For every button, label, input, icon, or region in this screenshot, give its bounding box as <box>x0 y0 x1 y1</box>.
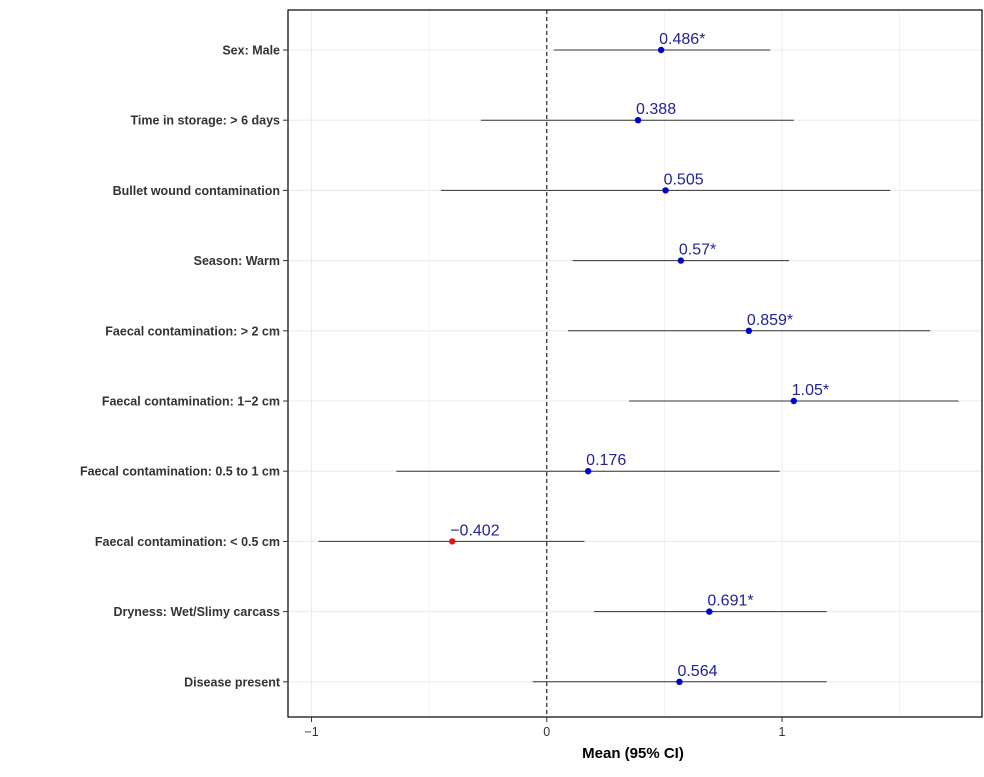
mean-point <box>584 468 592 475</box>
mean-points <box>449 46 797 685</box>
mean-point <box>657 46 665 54</box>
panel-border <box>287 9 983 718</box>
x-tick-label: 0 <box>543 725 550 739</box>
y-tick-label: Dryness: Wet/Slimy carcass <box>113 605 280 619</box>
x-tick-label: 1 <box>779 725 786 739</box>
mean-point <box>676 678 683 685</box>
y-tick-label: Time in storage: > 6 days <box>131 114 281 128</box>
value-labels: 0.486* 0.388 0.505 0.57* 0.859* 1.05* 0.176 −0.… <box>450 31 829 680</box>
mean-point <box>634 117 642 124</box>
y-tick-label: Faecal contamination: > 2 cm <box>105 324 280 338</box>
value-label: 0.505 <box>664 171 704 188</box>
y-tick-label: Faecal contamination: 1−2 cm <box>102 395 280 409</box>
y-tick-label: Disease present <box>184 675 281 689</box>
y-tick-label: Sex: Male <box>222 44 280 58</box>
value-label: −0.402 <box>450 522 499 539</box>
value-label: 0.691* <box>707 593 753 610</box>
y-tick-label: Faecal contamination: 0.5 to 1 cm <box>80 465 280 479</box>
value-label: 0.388 <box>636 101 676 118</box>
value-label: 0.486* <box>659 31 705 48</box>
mean-point <box>449 538 456 545</box>
value-label: 0.859* <box>747 312 793 329</box>
value-label: 1.05* <box>792 382 829 399</box>
y-tick-label: Season: Warm <box>194 254 280 268</box>
y-tick-label: Faecal contamination: < 0.5 cm <box>95 535 280 549</box>
mean-point <box>677 257 685 264</box>
mean-point <box>790 397 797 405</box>
y-tick-label: Bullet wound contamination <box>113 184 280 198</box>
y-axis: Sex: Male Time in storage: > 6 days Bullet… <box>80 44 288 689</box>
x-axis: −1 0 1 <box>304 717 786 739</box>
x-tick-label: −1 <box>304 725 318 739</box>
value-label: 0.564 <box>677 663 717 680</box>
mean-point <box>706 608 713 615</box>
value-label: 0.176 <box>586 452 626 469</box>
mean-point <box>662 187 669 194</box>
x-axis-title: Mean (95% CI) <box>582 745 684 762</box>
mean-point <box>745 327 753 334</box>
value-label: 0.57* <box>679 242 716 259</box>
